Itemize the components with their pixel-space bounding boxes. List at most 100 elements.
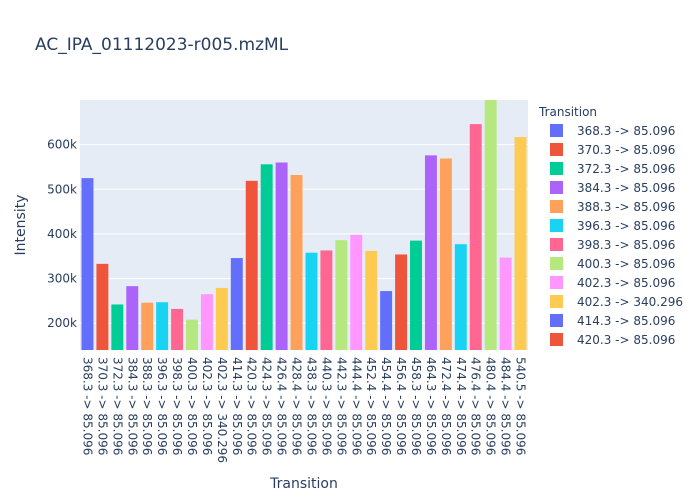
x-axis-label: Transition <box>269 476 338 492</box>
bar[interactable] <box>380 291 393 350</box>
legend-item[interactable]: 398.3 -> 85.096 <box>550 238 675 252</box>
bar[interactable] <box>514 137 527 350</box>
legend-swatch <box>550 162 563 175</box>
legend-label: 400.3 -> 85.096 <box>577 257 675 271</box>
bar[interactable] <box>454 244 467 350</box>
x-tick-label: 398.3 -> 85.096 <box>170 357 184 455</box>
y-tick-label: 400k <box>47 227 77 241</box>
x-tick-label: 414.3 -> 85.096 <box>230 357 244 455</box>
legend-swatch <box>550 143 563 156</box>
x-tick-label: 424.3 -> 85.096 <box>260 357 274 455</box>
bar[interactable] <box>245 180 258 350</box>
bar[interactable] <box>260 164 273 350</box>
x-tick-label: 368.3 -> 85.096 <box>80 357 94 455</box>
legend-item[interactable]: 402.3 -> 340.296 <box>550 295 683 309</box>
x-tick-label: 402.3 -> 340.296 <box>215 357 229 463</box>
bar[interactable] <box>81 178 94 350</box>
bar[interactable] <box>126 286 139 350</box>
x-tick-label: 372.3 -> 85.096 <box>110 357 124 455</box>
legend-item[interactable]: 368.3 -> 85.096 <box>550 124 675 138</box>
legend-item[interactable]: 384.3 -> 85.096 <box>550 181 675 195</box>
legend-item[interactable]: 402.3 -> 85.096 <box>550 276 675 290</box>
x-tick-label: 458.3 -> 85.096 <box>409 357 423 455</box>
legend-title: Transition <box>538 105 597 119</box>
bar[interactable] <box>484 100 497 350</box>
legend-label: 388.3 -> 85.096 <box>577 200 675 214</box>
x-tick-label: 454.4 -> 85.096 <box>379 357 393 455</box>
bar[interactable] <box>171 308 184 350</box>
gridlines <box>80 144 528 324</box>
bar[interactable] <box>395 254 408 350</box>
x-tick-label: 480.4 -> 85.096 <box>484 357 498 455</box>
legend-swatch <box>550 295 563 308</box>
y-tick-label: 600k <box>47 138 77 152</box>
y-axis-label: Intensity <box>13 195 29 256</box>
x-tick-label: 370.3 -> 85.096 <box>95 357 109 455</box>
legend-label: 372.3 -> 85.096 <box>577 162 675 176</box>
legend-label: 420.3 -> 85.096 <box>577 333 675 347</box>
bar[interactable] <box>410 240 422 350</box>
legend-item[interactable]: 388.3 -> 85.096 <box>550 200 675 214</box>
x-tick-label: 438.3 -> 85.096 <box>304 357 318 455</box>
x-tick-label: 474.4 -> 85.096 <box>454 357 468 455</box>
bar[interactable] <box>365 250 378 350</box>
legend[interactable]: Transition 368.3 -> 85.096 370.3 -> 85.09… <box>538 105 683 347</box>
bar[interactable] <box>499 257 512 350</box>
legend-swatch <box>550 200 563 213</box>
legend-swatch <box>550 181 563 194</box>
legend-item[interactable]: 414.3 -> 85.096 <box>550 314 675 328</box>
bar[interactable] <box>215 287 228 350</box>
bar[interactable] <box>290 175 303 350</box>
legend-item[interactable]: 372.3 -> 85.096 <box>550 162 675 176</box>
legend-label: 398.3 -> 85.096 <box>577 238 675 252</box>
bar[interactable] <box>424 155 437 350</box>
bar[interactable] <box>111 304 124 350</box>
x-tick-label: 428.4 -> 85.096 <box>290 357 304 455</box>
legend-item[interactable]: 400.3 -> 85.096 <box>550 257 675 271</box>
legend-label: 402.3 -> 85.096 <box>577 276 675 290</box>
bar[interactable] <box>186 319 198 350</box>
x-axis-ticks: 368.3 -> 85.096 370.3 -> 85.096 372.3 -> 8… <box>80 357 527 463</box>
x-tick-label: 440.3 -> 85.096 <box>319 357 333 455</box>
bar[interactable] <box>230 258 243 350</box>
bar[interactable] <box>156 302 169 350</box>
legend-swatch <box>550 257 563 270</box>
y-axis-ticks: 200k 300k 400k 500k 600k <box>47 138 77 331</box>
bar[interactable] <box>439 158 452 350</box>
x-tick-label: 388.3 -> 85.096 <box>140 357 154 455</box>
legend-label: 370.3 -> 85.096 <box>577 143 675 157</box>
bar[interactable] <box>469 124 482 350</box>
bar[interactable] <box>305 252 318 350</box>
legend-swatch <box>550 333 563 346</box>
chart-title: AC_IPA_01112023-r005.mzML <box>35 35 289 55</box>
legend-item[interactable]: 420.3 -> 85.096 <box>550 333 675 347</box>
legend-swatch <box>550 238 563 251</box>
x-tick-label: 442.3 -> 85.096 <box>334 357 348 455</box>
bar[interactable] <box>320 250 333 350</box>
bar[interactable] <box>200 294 213 350</box>
bar[interactable] <box>335 240 348 350</box>
legend-swatch <box>550 124 563 137</box>
legend-label: 396.3 -> 85.096 <box>577 219 675 233</box>
bar[interactable] <box>350 234 363 350</box>
y-tick-label: 300k <box>47 272 77 286</box>
x-tick-label: 472.4 -> 85.096 <box>439 357 453 455</box>
legend-label: 368.3 -> 85.096 <box>577 124 675 138</box>
bar[interactable] <box>141 302 154 350</box>
legend-label: 384.3 -> 85.096 <box>577 181 675 195</box>
x-tick-label: 464.3 -> 85.096 <box>424 357 438 455</box>
legend-items[interactable]: 368.3 -> 85.096 370.3 -> 85.096 372.3 -> 8… <box>550 124 683 347</box>
x-tick-label: 420.3 -> 85.096 <box>245 357 259 455</box>
legend-swatch <box>550 276 563 289</box>
y-tick-label: 200k <box>47 316 77 330</box>
legend-item[interactable]: 370.3 -> 85.096 <box>550 143 675 157</box>
legend-item[interactable]: 396.3 -> 85.096 <box>550 219 675 233</box>
bar[interactable] <box>275 162 288 351</box>
bar[interactable] <box>96 263 109 350</box>
x-tick-label: 484.4 -> 85.096 <box>499 357 513 455</box>
plot-area <box>80 100 528 350</box>
x-tick-label: 476.4 -> 85.096 <box>469 357 483 455</box>
x-tick-label: 402.3 -> 85.096 <box>200 357 214 455</box>
bars <box>81 100 527 351</box>
